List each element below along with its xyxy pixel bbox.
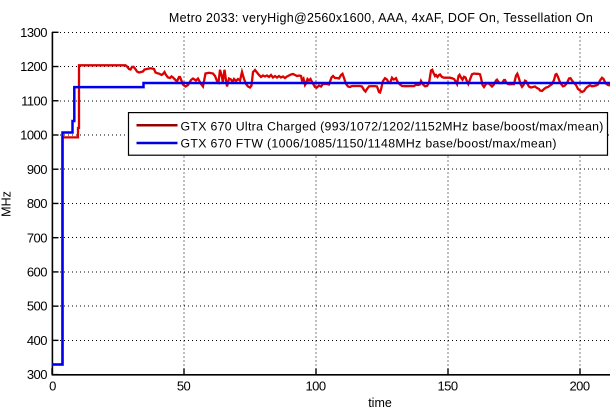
svg-text:GTX 670 Ultra Charged (993/107: GTX 670 Ultra Charged (993/1072/1202/115… bbox=[181, 120, 604, 134]
svg-text:400: 400 bbox=[27, 333, 47, 348]
svg-text:600: 600 bbox=[27, 265, 47, 280]
svg-text:1000: 1000 bbox=[20, 128, 47, 143]
svg-text:50: 50 bbox=[177, 378, 191, 393]
svg-text:900: 900 bbox=[27, 162, 47, 177]
svg-text:GTX 670 FTW (1006/1085/1150/11: GTX 670 FTW (1006/1085/1150/1148MHz base… bbox=[181, 137, 557, 151]
svg-text:1100: 1100 bbox=[21, 93, 47, 108]
svg-text:200: 200 bbox=[569, 378, 589, 393]
svg-text:MHz: MHz bbox=[0, 191, 14, 217]
svg-text:300: 300 bbox=[27, 367, 47, 382]
svg-text:500: 500 bbox=[27, 299, 47, 314]
svg-text:150: 150 bbox=[437, 378, 457, 393]
svg-text:Metro 2033: veryHigh@2560x1600: Metro 2033: veryHigh@2560x1600, AAA, 4xA… bbox=[169, 11, 593, 25]
svg-text:1200: 1200 bbox=[20, 59, 47, 74]
svg-text:100: 100 bbox=[305, 378, 325, 393]
svg-text:time: time bbox=[368, 396, 392, 410]
svg-text:700: 700 bbox=[27, 230, 47, 245]
svg-text:0: 0 bbox=[49, 378, 56, 393]
svg-text:800: 800 bbox=[27, 196, 47, 211]
svg-text:1300: 1300 bbox=[20, 25, 47, 40]
